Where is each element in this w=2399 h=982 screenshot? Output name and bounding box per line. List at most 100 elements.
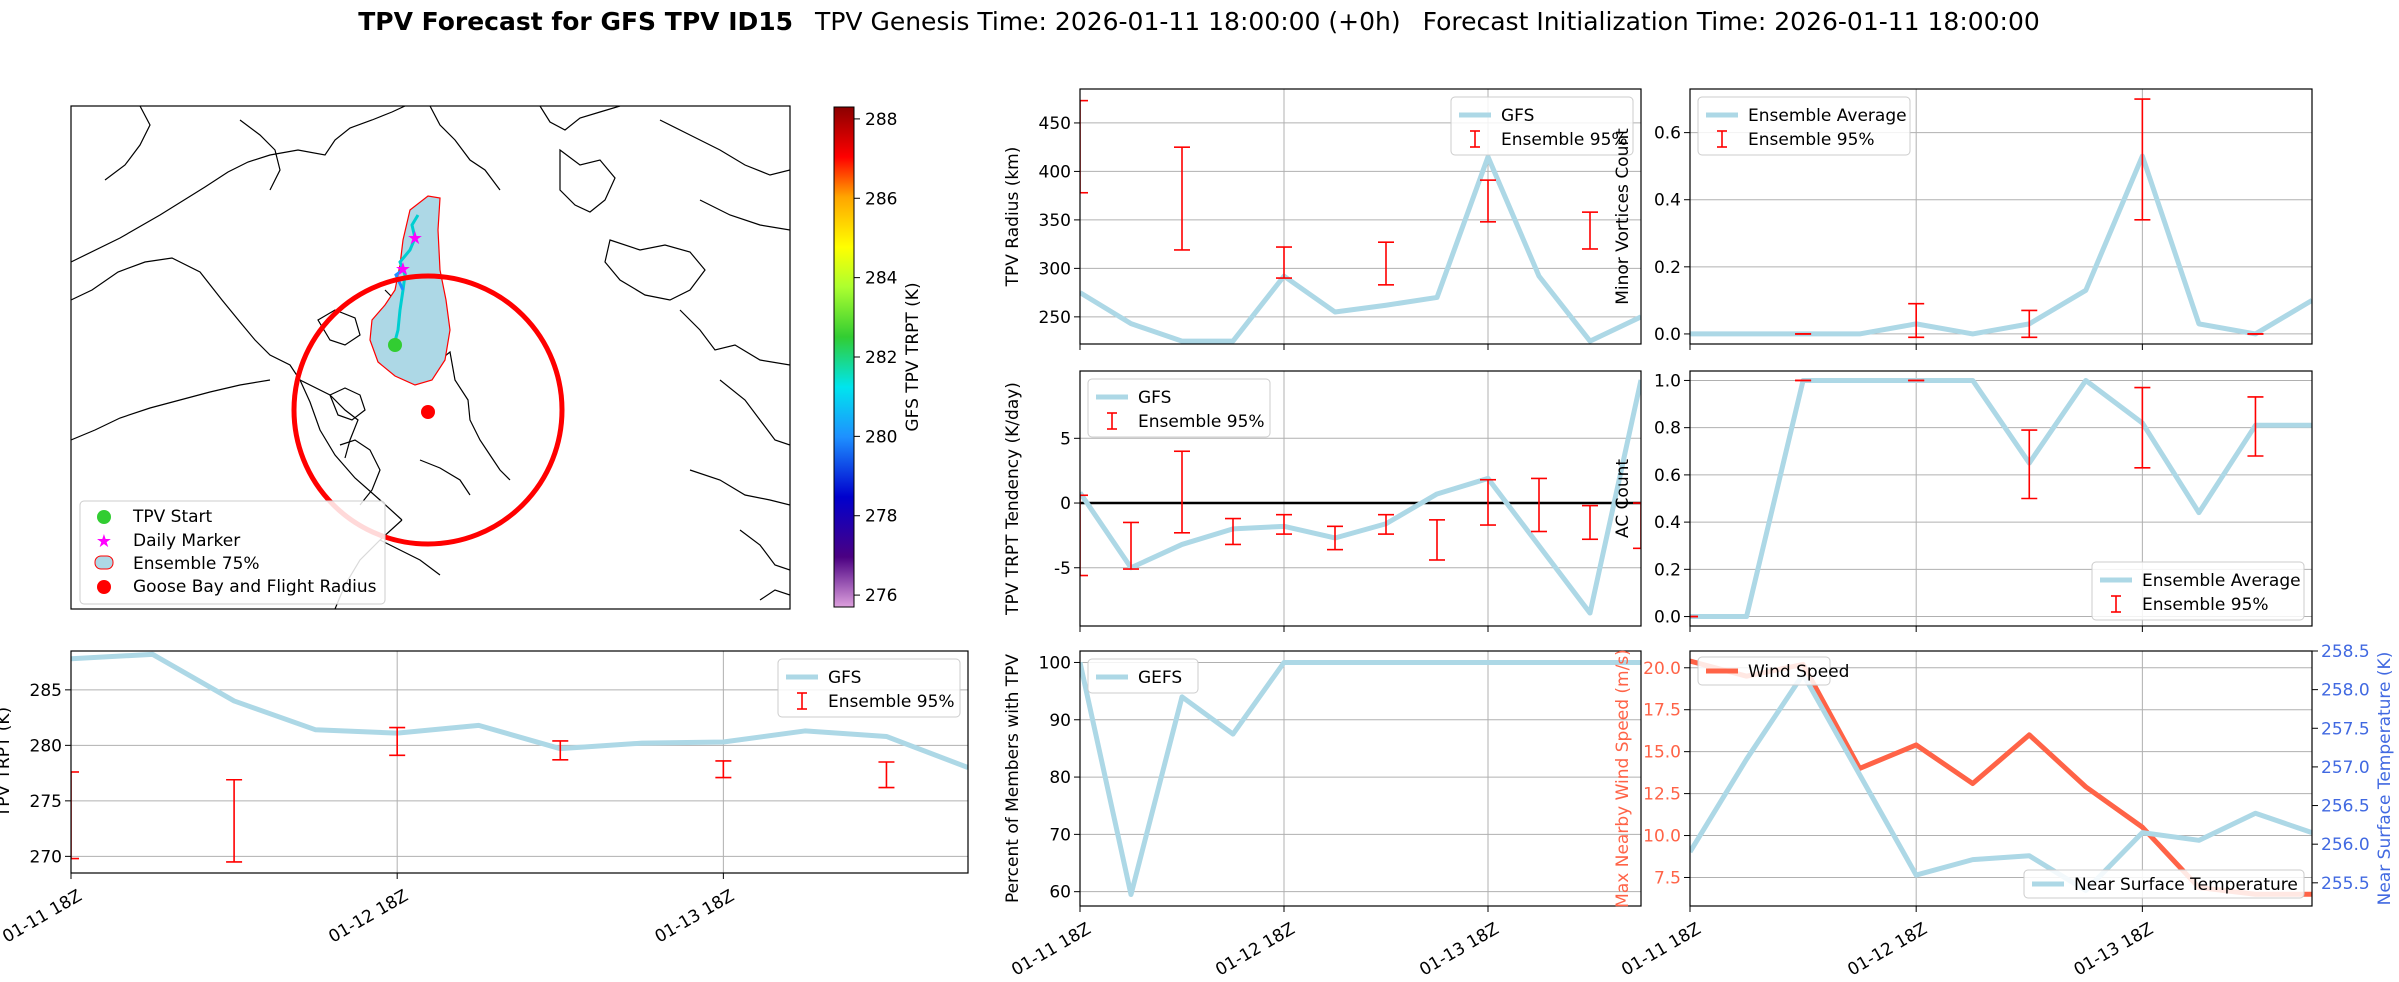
map-legend: ★ TPV Start Daily Marker Ensemble 75% Go… <box>79 500 386 605</box>
legend: Ensemble Average Ensemble 95% <box>1697 96 1911 156</box>
y-tick-label: 10.0 <box>1643 827 1681 847</box>
y-tick-label: 90 <box>1049 711 1071 731</box>
legend: GFS Ensemble 95% <box>777 658 961 718</box>
y-tick-label: -5 <box>1054 559 1071 579</box>
colorbar: 276 278 280 282 284 286 288 GFS TPV TRPT (K) <box>833 106 923 608</box>
y-right-tick-label: 257.5 <box>2321 719 2370 739</box>
series-line <box>71 651 968 770</box>
y-tick-label: 450 <box>1039 114 1071 134</box>
chart-tendency: -5 0 5 TPV TRPT Tendency (K/day) GFS Ensemble… <box>1003 370 1642 632</box>
map-legend-label: Goose Bay and Flight Radius <box>133 577 377 597</box>
plot-area <box>71 651 968 863</box>
series-line <box>1080 154 1641 344</box>
svg-text:★: ★ <box>96 531 112 552</box>
y-tick-label: 300 <box>1039 259 1071 279</box>
legend-label: GFS <box>828 668 861 688</box>
legend-box <box>1087 658 1199 694</box>
tpv-start-marker <box>388 338 402 352</box>
legend-box <box>1087 378 1271 438</box>
colorbar-tick-label: 278 <box>865 507 897 527</box>
daily-marker-star: ★ <box>395 259 411 280</box>
map-legend-label: TPV Start <box>132 507 213 527</box>
y-tick-label: 400 <box>1039 162 1071 182</box>
goose-bay-marker <box>421 405 435 419</box>
legend-box <box>1697 656 1831 686</box>
plot-area <box>1080 99 1641 344</box>
y-tick-label: 15.0 <box>1643 743 1681 763</box>
legend-box <box>2023 869 2305 899</box>
legend-box <box>777 658 961 718</box>
y-tick-label: 350 <box>1039 211 1071 231</box>
chart-radius: 250 300 350 400 450 TPV Radius (km) GFS Ensembl… <box>1003 88 1642 350</box>
axes-frame <box>70 650 969 874</box>
axes-frame <box>1079 370 1642 627</box>
y-axis-label: TPV TRPT Tendency (K/day) <box>1003 382 1023 616</box>
chart-minor: 0.0 0.2 0.4 0.6 Minor Vortices Count Ensemble… <box>1613 88 2313 350</box>
x-tick-label: 01-13 18Z <box>2071 919 2157 980</box>
y-tick-label: 17.5 <box>1643 701 1681 721</box>
map-panel: ★ ★ ★ TPV Start Daily Marker Ensemble 75… <box>70 105 923 610</box>
legend-label: Ensemble Average <box>1748 106 1907 126</box>
y-axis-label: Percent of Members with TPV <box>1003 654 1023 903</box>
title-genesis: TPV Genesis Time: 2026-01-11 18:00:00 (+… <box>814 7 1401 36</box>
y-axis-label: TPV Radius (km) <box>1003 147 1023 288</box>
y-tick-label: 0.4 <box>1654 191 1681 211</box>
map-legend-label: Daily Marker <box>133 531 240 551</box>
plot-area <box>1690 377 2312 620</box>
axes-frame <box>1689 88 2313 345</box>
chart-ac: 0.0 0.2 0.4 0.6 0.8 1.0 AC Count Ensemble Avera… <box>1613 370 2313 632</box>
colorbar-tick-label: 286 <box>865 189 897 209</box>
legend: GFS Ensemble 95% <box>1450 96 1634 156</box>
y-axis-label: AC Count <box>1613 459 1633 538</box>
legend-label: GFS <box>1501 106 1534 126</box>
y-axis-label: Minor Vortices Count <box>1613 128 1633 305</box>
x-tick-label: 01-11 18Z <box>1008 919 1094 980</box>
y-right-tick-label: 258.5 <box>2321 642 2370 662</box>
x-tick-label: 01-13 18Z <box>1416 919 1502 980</box>
y-axis-label: TPV TRPT (K) <box>0 707 14 818</box>
y-tick-label: 0.2 <box>1654 258 1681 278</box>
title-init: Forecast Initialization Time: 2026-01-11… <box>1423 7 2040 36</box>
y-axis-label: Max Nearby Wind Speed (m/s) <box>1613 649 1633 908</box>
series-line <box>1690 671 2312 894</box>
y-tick-label: 7.5 <box>1654 868 1681 888</box>
legend-label: GFS <box>1138 388 1171 408</box>
figure-title: TPV Forecast for GFS TPV ID15 TPV Genesis… <box>358 7 2040 36</box>
y-tick-label: 0.8 <box>1654 419 1681 439</box>
y-tick-label: 0.6 <box>1654 124 1681 144</box>
y-tick-label: 0.4 <box>1654 513 1681 533</box>
x-tick-label: 01-11 18Z <box>1618 919 1704 980</box>
legend-label: Ensemble 95% <box>1501 130 1628 150</box>
chart-wind: 7.5 10.0 12.5 15.0 17.5 20.0 01-11 18Z 01-12 18… <box>1613 642 2395 980</box>
y-tick-label: 1.0 <box>1654 371 1681 391</box>
title-bold: TPV Forecast for GFS TPV ID15 <box>358 7 793 36</box>
y-tick-label: 70 <box>1049 825 1071 845</box>
legend: GEFS <box>1087 658 1199 694</box>
y-tick-label: 5 <box>1060 429 1071 449</box>
legend-label: Wind Speed <box>1748 662 1849 682</box>
y-tick-label: 0.2 <box>1654 560 1681 580</box>
legend-label: Ensemble 95% <box>1748 130 1875 150</box>
legend: Wind Speed Near Surface Temperature <box>1697 656 2305 899</box>
axes-frame <box>1079 88 1642 345</box>
colorbar-tick-label: 288 <box>865 110 897 130</box>
y-right-axis-label: Near Surface Temperature (K) <box>2375 652 2395 906</box>
y-tick-label: 12.5 <box>1643 785 1681 805</box>
y-right-tick-label: 257.0 <box>2321 758 2370 778</box>
legend-label: Ensemble 95% <box>1138 412 1265 432</box>
chart-percent: 60 70 80 90 100 01-11 18Z 01-12 18Z 01-13 18Z Pe… <box>1003 650 1642 980</box>
y-tick-label: 270 <box>30 847 62 867</box>
axes-frame <box>1689 650 2313 907</box>
y-tick-label: 250 <box>1039 308 1071 328</box>
colorbar-tick-label: 284 <box>865 269 897 289</box>
legend-label: Ensemble 95% <box>2142 595 2269 615</box>
flight-radius-circle <box>291 273 565 547</box>
axes-frame <box>1079 650 1642 907</box>
y-tick-label: 0.0 <box>1654 608 1681 628</box>
ensemble-75-area <box>369 195 451 386</box>
daily-marker-star: ★ <box>407 228 423 249</box>
series-line <box>1080 379 1641 616</box>
y-tick-label: 80 <box>1049 768 1071 788</box>
y-right-tick-label: 256.0 <box>2321 835 2370 855</box>
